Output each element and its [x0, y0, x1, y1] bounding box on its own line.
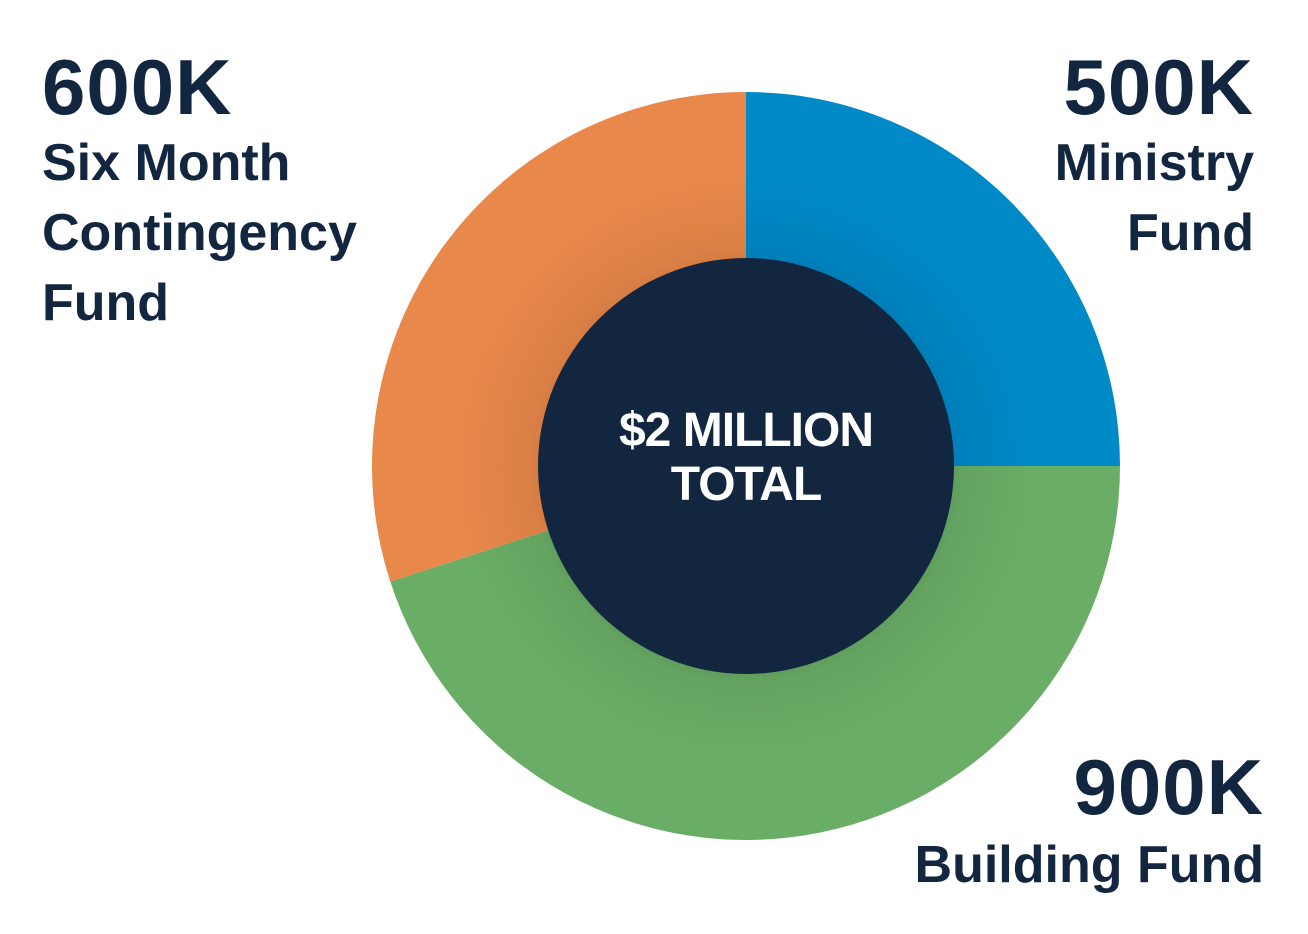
contingency-name-line-2: Contingency	[42, 200, 462, 266]
total-label-line-2: TOTAL	[540, 458, 952, 512]
contingency-name-line-3: Fund	[42, 270, 462, 336]
total-label: $2 MILLION TOTAL	[540, 404, 952, 512]
slice-label-ministry: 500K Ministry Fund	[954, 48, 1254, 266]
ministry-value: 500K	[954, 48, 1254, 126]
contingency-name-line-1: Six Month	[42, 130, 462, 196]
contingency-value: 600K	[42, 48, 462, 126]
building-name-line-1: Building Fund	[824, 832, 1264, 898]
ministry-name-line-2: Fund	[954, 200, 1254, 266]
building-value: 900K	[824, 748, 1264, 826]
total-label-line-1: $2 MILLION	[540, 404, 952, 458]
slice-label-building: 900K Building Fund	[824, 748, 1264, 898]
slice-label-contingency: 600K Six Month Contingency Fund	[42, 48, 462, 336]
ministry-name-line-1: Ministry	[954, 130, 1254, 196]
